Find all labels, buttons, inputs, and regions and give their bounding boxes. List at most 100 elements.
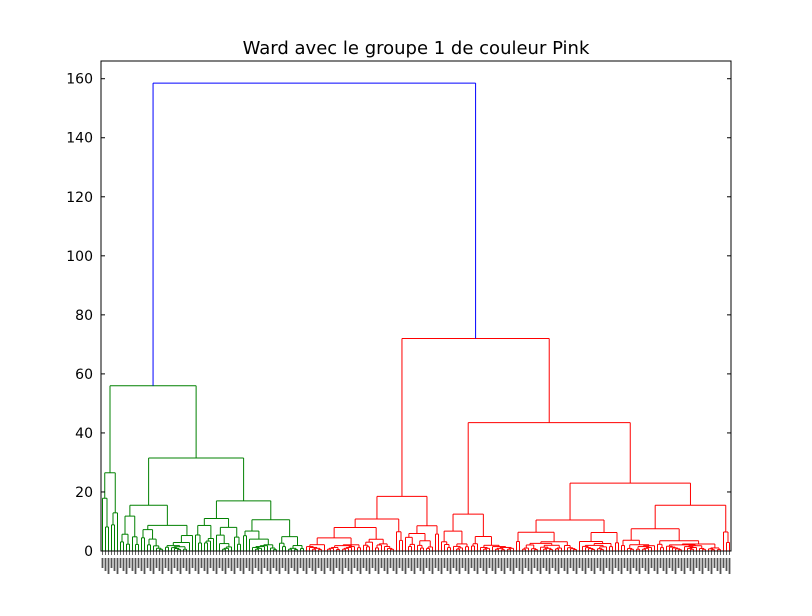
- leaf-label-mark: [452, 558, 455, 568]
- leaf-label-mark: [404, 558, 407, 574]
- leaf-label-mark: [494, 558, 497, 574]
- leaf-label-mark: [644, 558, 647, 571]
- leaf-label-mark: [326, 558, 329, 568]
- leaf-label-mark: [113, 558, 116, 571]
- leaf-label-mark: [257, 558, 260, 571]
- leaf-label-mark: [173, 558, 176, 568]
- leaf-label-mark: [245, 558, 248, 568]
- leaf-label-mark: [428, 558, 431, 571]
- leaf-label-mark: [332, 558, 335, 574]
- leaf-label-mark: [230, 558, 233, 571]
- leaf-label-mark: [212, 558, 215, 571]
- leaf-label-mark: [362, 558, 365, 568]
- leaf-label-mark: [632, 558, 635, 568]
- leaf-label-mark: [641, 558, 644, 568]
- leaf-label-mark: [506, 558, 509, 568]
- leaf-label-mark: [488, 558, 491, 568]
- leaf-label-mark: [605, 558, 608, 568]
- leaf-label-mark: [107, 558, 110, 574]
- leaf-label-mark: [431, 558, 434, 574]
- leaf-label-mark: [650, 558, 653, 568]
- leaf-label-mark: [623, 558, 626, 568]
- leaf-label-mark: [143, 558, 146, 574]
- leaf-label-mark: [575, 558, 578, 574]
- leaf-label-mark: [227, 558, 230, 568]
- leaf-label-mark: [185, 558, 188, 571]
- leaf-label-mark: [521, 558, 524, 574]
- y-tick-label: 80: [75, 308, 93, 324]
- leaf-label-mark: [239, 558, 242, 571]
- leaf-label-mark: [314, 558, 317, 574]
- leaf-label-mark: [254, 558, 257, 568]
- leaf-label-mark: [203, 558, 206, 571]
- leaf-label-mark: [200, 558, 203, 568]
- leaf-label-mark: [593, 558, 596, 574]
- leaf-label-mark: [278, 558, 281, 574]
- leaf-label-mark: [131, 558, 134, 571]
- leaf-label-mark: [527, 558, 530, 571]
- leaf-label-mark: [542, 558, 545, 568]
- leaf-label-mark: [722, 558, 725, 568]
- leaf-label-mark: [557, 558, 560, 574]
- leaf-label-mark: [476, 558, 479, 574]
- leaf-label-mark: [464, 558, 467, 571]
- leaf-label-mark: [467, 558, 470, 574]
- leaf-label-mark: [233, 558, 236, 574]
- leaf-label-mark: [335, 558, 338, 568]
- leaf-label-mark: [668, 558, 671, 568]
- leaf-label-mark: [686, 558, 689, 568]
- y-tick-label: 0: [84, 544, 93, 560]
- leaf-label-mark: [263, 558, 266, 568]
- leaf-label-mark: [191, 558, 194, 568]
- leaf-label-mark: [662, 558, 665, 571]
- leaf-label-mark: [563, 558, 566, 571]
- leaf-label-mark: [368, 558, 371, 574]
- leaf-label-mark: [554, 558, 557, 571]
- leaf-label-mark: [566, 558, 569, 574]
- leaf-label-mark: [119, 558, 122, 568]
- leaf-label-mark: [728, 558, 731, 574]
- leaf-label-mark: [128, 558, 131, 568]
- leaf-label-mark: [572, 558, 575, 571]
- y-tick-label: 20: [75, 485, 93, 501]
- leaf-label-mark: [344, 558, 347, 568]
- leaf-label-mark: [425, 558, 428, 568]
- leaf-label-mark: [284, 558, 287, 571]
- y-tick-label: 120: [66, 190, 93, 206]
- leaf-label-mark: [482, 558, 485, 571]
- leaf-label-mark: [707, 558, 710, 571]
- leaf-label-mark: [287, 558, 290, 574]
- leaf-label-mark: [401, 558, 404, 571]
- leaf-label-mark: [665, 558, 668, 574]
- leaf-label-mark: [716, 558, 719, 571]
- leaf-label-mark: [338, 558, 341, 571]
- leaf-label-mark: [458, 558, 461, 574]
- leaf-label-mark: [626, 558, 629, 571]
- leaf-label-mark: [317, 558, 320, 568]
- leaf-label-mark: [251, 558, 254, 574]
- leaf-label-mark: [167, 558, 170, 571]
- leaf-label-mark: [188, 558, 191, 574]
- leaf-label-mark: [497, 558, 500, 568]
- leaf-label-mark: [290, 558, 293, 568]
- y-tick-label: 160: [66, 72, 93, 88]
- leaf-label-mark: [545, 558, 548, 571]
- leaf-label-mark: [281, 558, 284, 568]
- leaf-label-mark: [470, 558, 473, 568]
- leaf-label-mark: [182, 558, 185, 568]
- leaf-label-mark: [581, 558, 584, 571]
- leaf-label-mark: [353, 558, 356, 568]
- leaf-label-mark: [152, 558, 155, 574]
- leaf-label-mark: [548, 558, 551, 574]
- leaf-label-mark: [596, 558, 599, 568]
- leaf-label-mark: [302, 558, 305, 571]
- leaf-label-mark: [149, 558, 152, 571]
- leaf-label-mark: [158, 558, 161, 571]
- leaf-label-mark: [407, 558, 410, 568]
- leaf-label-mark: [272, 558, 275, 568]
- leaf-label-mark: [299, 558, 302, 568]
- leaf-label-mark: [491, 558, 494, 571]
- leaf-label-mark: [629, 558, 632, 574]
- leaf-label-mark: [275, 558, 278, 571]
- leaf-label-mark: [719, 558, 722, 574]
